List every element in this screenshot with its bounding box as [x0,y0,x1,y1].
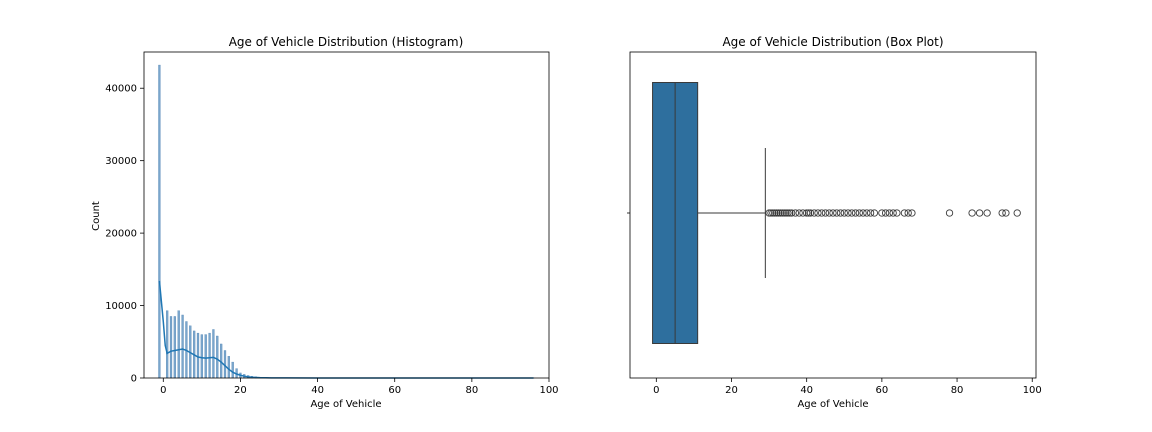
outlier-point [806,209,815,217]
outlier-point [799,209,807,217]
histogram-bar [200,334,203,379]
histogram-bar [208,332,211,379]
histogram-bar [173,316,176,379]
y-tick-label: 40000 [105,84,137,95]
outlier-point [825,209,833,217]
outlier-point [1002,209,1010,217]
x-tick-label: 60 [388,385,401,396]
histogram-y-ticks: 0 10000 20000 30000 40000 [105,84,144,385]
outlier-point [859,209,867,217]
histogram-bar [231,361,234,379]
outlier-point [782,209,790,217]
outlier-point [795,209,803,217]
boxplot-x-axis-label: Age of Vehicle [797,399,868,410]
outlier-point [818,209,826,217]
outlier-point [908,209,916,217]
outlier-point [772,209,781,217]
histogram-bar [216,335,219,379]
x-tick-label: 0 [160,385,166,396]
outlier-point [765,209,773,217]
outlier-point [878,209,886,217]
outlier-point [900,209,909,217]
x-tick-label: 100 [1023,385,1042,396]
outlier-point [904,209,912,217]
x-tick-label: 40 [311,385,324,396]
outlier-point [784,209,792,217]
histogram-axes-frame [143,51,550,379]
outlier-point [855,209,863,217]
outlier-point [829,209,837,217]
histogram-bar [177,310,180,379]
outlier-point [848,209,856,217]
y-tick-label: 20000 [105,229,137,240]
boxplot-title: Age of Vehicle Distribution (Box Plot) [722,35,943,49]
outlier-point [863,209,871,217]
outlier-point [778,209,786,217]
boxplot-x-ticks: 0 20 40 60 80 100 [653,378,1042,396]
y-tick-label: 30000 [105,156,137,167]
outlier-point [833,209,841,217]
outlier-point [804,209,813,217]
histogram-bar [181,314,184,379]
outlier-point [814,209,822,217]
x-tick-label: 20 [234,385,247,396]
outlier-point [945,209,954,217]
outlier-point [983,209,991,217]
outlier-point [769,209,777,217]
histogram-bar [169,316,173,379]
histogram-bar [212,329,215,379]
x-tick-label: 20 [725,385,738,396]
outlier-point [774,209,783,217]
histogram-panel: Age of Vehicle Distribution (Histogram) … [91,35,559,410]
outlier-point [968,209,976,217]
outlier-point [821,209,830,217]
outlier-point [810,209,818,217]
outlier-point [885,209,894,217]
outlier-point [767,209,775,217]
histogram-title: Age of Vehicle Distribution (Histogram) [229,35,464,49]
outlier-point [870,209,879,217]
histogram-y-axis-label: Count [91,201,102,231]
x-tick-label: 80 [465,385,478,396]
histogram-bar [227,356,230,379]
outlier-point [791,209,800,217]
outlier-point [893,209,901,217]
outlier-point [1013,209,1021,217]
x-tick-label: 0 [653,385,659,396]
outlier-point [771,209,779,217]
boxplot-axes-frame [629,51,1037,379]
kde-line [158,280,534,379]
outlier-point [786,209,794,217]
outlier-point [866,209,875,217]
outlier-point [776,209,785,217]
outlier-point [780,209,788,217]
boxplot [627,82,1021,344]
x-tick-label: 40 [800,385,813,396]
outlier-point [803,209,811,217]
outlier-point [998,209,1006,217]
x-tick-label: 80 [951,385,964,396]
outlier-point [881,209,890,217]
histogram-bar [204,334,207,379]
outlier-point [889,209,897,217]
outlier-point [840,209,848,217]
y-tick-label: 0 [131,374,137,385]
x-tick-label: 100 [539,385,558,396]
x-tick-label: 60 [876,385,889,396]
outlier-point [836,209,845,217]
histogram-x-axis-label: Age of Vehicle [310,399,381,410]
outlier-point [851,209,860,217]
boxplot-panel: Age of Vehicle Distribution (Box Plot) 0… [627,35,1042,410]
histogram-bars [158,64,535,379]
y-tick-label: 10000 [105,301,137,312]
outlier-point [975,209,984,217]
histogram-x-ticks: 0 20 40 60 80 100 [160,378,559,396]
outlier-point [787,209,796,217]
histogram-bar [158,64,161,379]
outlier-point [844,209,852,217]
histogram-bar [166,310,169,379]
histogram-bar [196,332,200,379]
